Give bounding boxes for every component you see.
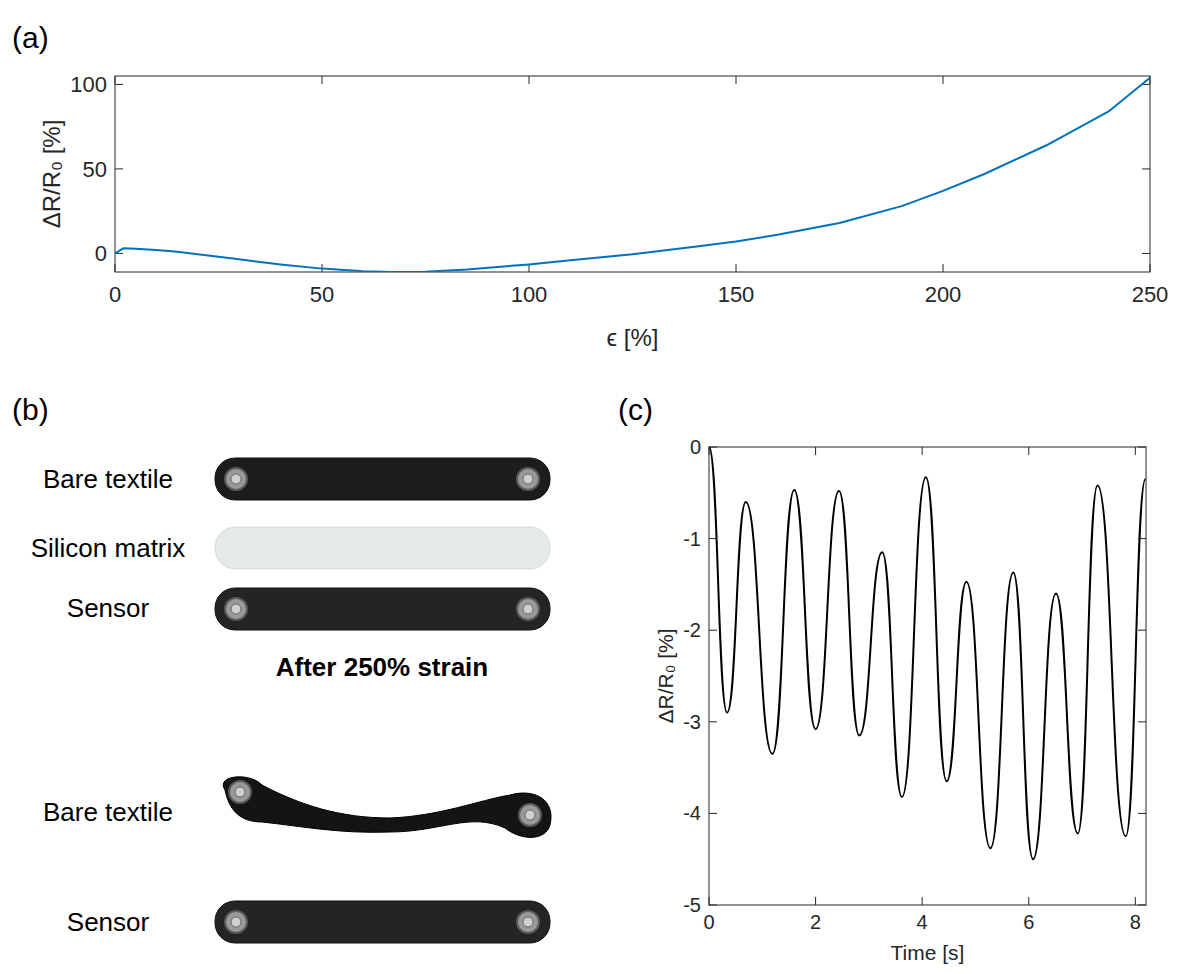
snap-center: [231, 474, 241, 484]
y-tick: [115, 84, 123, 85]
x-tick-label: 50: [310, 282, 334, 307]
x-axis-title: ϵ [%]: [607, 324, 659, 351]
snap-center: [523, 917, 533, 927]
y-tick: [1138, 905, 1146, 906]
panel-label: (b): [12, 393, 49, 426]
y-axis-title: ΔR/R₀ [%]: [654, 628, 677, 723]
sample-label: Sensor: [67, 907, 150, 937]
y-tick: [709, 813, 717, 814]
y-tick-label: -5: [683, 894, 701, 916]
x-tick-label: 4: [917, 911, 928, 933]
snap-center: [523, 474, 533, 484]
y-tick-label: 0: [690, 436, 701, 458]
x-tick: [322, 76, 323, 84]
y-tick: [1142, 253, 1150, 254]
y-tick-label: -2: [683, 619, 701, 641]
y-tick: [709, 721, 717, 722]
x-tick: [943, 76, 944, 84]
y-tick-label: 100: [70, 72, 107, 97]
snap-center: [523, 604, 533, 614]
y-tick: [1138, 447, 1146, 448]
data-line: [115, 78, 1150, 272]
x-tick: [1028, 447, 1029, 455]
x-tick: [709, 897, 710, 905]
snap-center: [235, 787, 245, 797]
x-tick: [529, 76, 530, 84]
snap-button: [225, 598, 247, 620]
x-tick: [1135, 447, 1136, 455]
y-tick: [1138, 813, 1146, 814]
x-tick: [922, 447, 923, 455]
section-heading: After 250% strain: [276, 652, 488, 682]
x-tick: [1150, 264, 1151, 272]
x-axis-title: Time [s]: [891, 941, 965, 964]
x-tick-label: 200: [925, 282, 962, 307]
snap-button: [225, 468, 247, 490]
y-tick-label: 0: [95, 241, 107, 266]
x-tick-label: 250: [1132, 282, 1169, 307]
sample-label: Sensor: [67, 593, 150, 623]
sample-label: Bare textile: [43, 797, 173, 827]
y-tick-label: 50: [83, 157, 107, 182]
panel-label: (c): [618, 393, 653, 426]
stretched-textile: [223, 777, 551, 838]
x-tick: [736, 264, 737, 272]
y-tick: [1138, 721, 1146, 722]
x-tick: [815, 447, 816, 455]
figure: 0 50 100 150 200 250 0 50 100 ϵ [%] ΔR/R₀ [%] (a) 0 2…: [0, 0, 1184, 974]
y-tick: [709, 905, 717, 906]
snap-button: [225, 911, 247, 933]
sample-strip: [215, 588, 550, 630]
x-tick: [1150, 76, 1151, 84]
x-tick: [115, 76, 116, 84]
sample-strip: [215, 527, 550, 569]
plot-frame: [709, 447, 1146, 905]
x-tick: [115, 264, 116, 272]
y-tick-label: -3: [683, 711, 701, 733]
data-line: [709, 447, 1145, 859]
sample-strip: [215, 901, 550, 943]
y-tick-label: -4: [683, 802, 701, 824]
x-tick-label: 150: [718, 282, 755, 307]
snap-center: [231, 917, 241, 927]
x-tick: [815, 897, 816, 905]
snap-button: [517, 911, 539, 933]
snap-button: [517, 598, 539, 620]
sample-label: Silicon matrix: [31, 533, 186, 563]
snap-button: [229, 781, 251, 803]
chart-panel: 0 50 100 150 200 250 0 50 100 ϵ [%] ΔR/R₀ [%] (a): [12, 21, 1168, 351]
x-tick: [922, 897, 923, 905]
x-tick-label: 100: [511, 282, 548, 307]
y-axis-title: ΔR/R₀ [%]: [38, 120, 65, 229]
x-tick: [736, 76, 737, 84]
chart-panel: 0 2 4 6 8 -5 -4 -3 -2 -1 0 Time [s] ΔR/R₀ [%] (c): [618, 393, 1146, 964]
snap-button: [517, 468, 539, 490]
x-tick: [1028, 897, 1029, 905]
data-group: [709, 447, 1145, 859]
x-tick-label: 2: [810, 911, 821, 933]
x-tick-label: 6: [1023, 911, 1034, 933]
snap-center: [231, 604, 241, 614]
x-tick: [1135, 897, 1136, 905]
y-tick-label: -1: [683, 528, 701, 550]
y-tick: [115, 168, 123, 169]
y-tick: [1138, 630, 1146, 631]
data-group: [115, 78, 1150, 272]
y-tick: [709, 630, 717, 631]
x-tick-label: 0: [703, 911, 714, 933]
sample-strip: [215, 458, 550, 500]
sample-label: Bare textile: [43, 464, 173, 494]
y-tick: [1142, 168, 1150, 169]
snap-center: [525, 810, 535, 820]
plot-frame: [115, 76, 1150, 272]
x-tick-label: 0: [109, 282, 121, 307]
background: [0, 0, 1184, 974]
photo-panel: (b) Bare textile Silicon matrix Sensor After…: [12, 393, 551, 943]
x-tick-label: 8: [1130, 911, 1141, 933]
snap-button: [519, 804, 541, 826]
x-tick: [943, 264, 944, 272]
panel-label: (a): [12, 21, 49, 54]
